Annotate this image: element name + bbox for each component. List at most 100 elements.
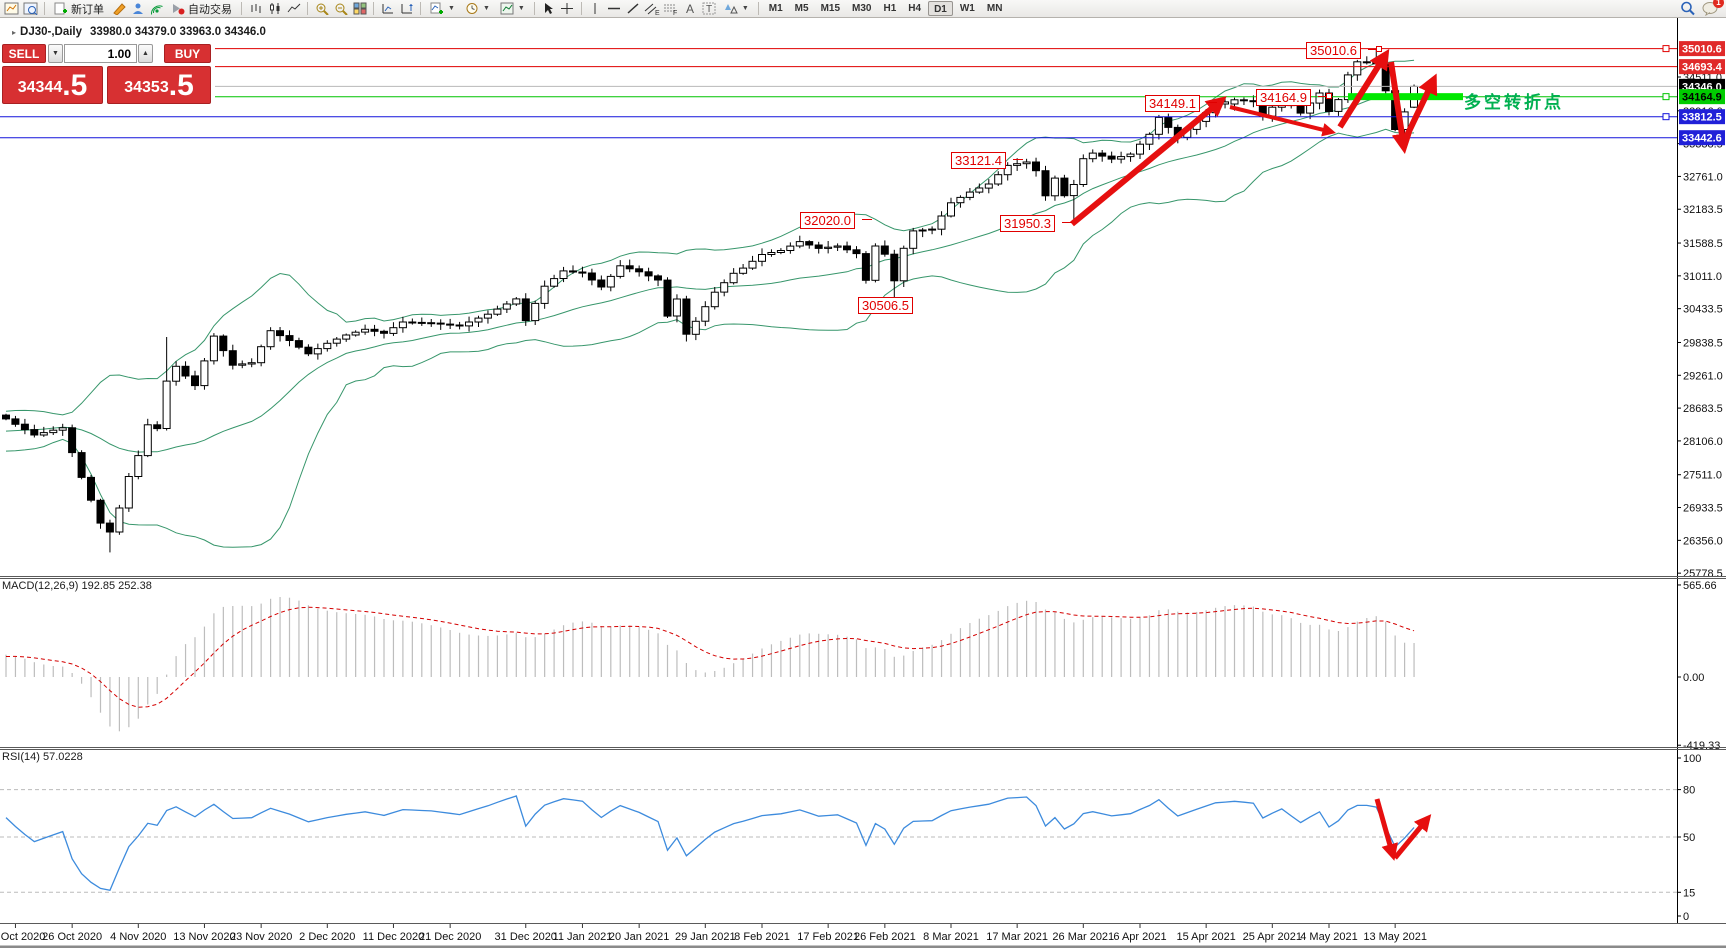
svg-text:32761.0: 32761.0 xyxy=(1683,171,1723,183)
align-charts-icon[interactable] xyxy=(398,1,415,17)
price-badge xyxy=(1679,59,1725,75)
volume-input[interactable] xyxy=(64,44,137,63)
cursor-icon[interactable] xyxy=(540,1,557,17)
price-annotation-label[interactable]: 31950.3 xyxy=(1000,215,1055,232)
svg-text:15: 15 xyxy=(1683,887,1695,899)
horizontal-line-icon[interactable] xyxy=(606,1,623,17)
trend-arrows-layer xyxy=(1070,48,1438,861)
volume-increase-button[interactable]: ▲ xyxy=(138,44,153,63)
date-label: 8 Feb 2021 xyxy=(734,931,790,943)
community-icon[interactable] xyxy=(129,1,146,17)
expand-arrow-icon: ▸ xyxy=(12,28,17,37)
rsi-layer xyxy=(0,789,1677,893)
svg-text:28683.5: 28683.5 xyxy=(1683,403,1723,415)
templates-button[interactable]: ▼ xyxy=(496,1,529,17)
signal-icon[interactable] xyxy=(148,1,165,17)
svg-text:T: T xyxy=(706,4,712,15)
search-icon[interactable] xyxy=(1679,1,1696,17)
vertical-line-icon[interactable] xyxy=(587,1,604,17)
crayon-icon[interactable] xyxy=(110,1,127,17)
timeframe-button-D1[interactable]: D1 xyxy=(928,1,953,16)
toolbar-separator xyxy=(44,2,45,15)
svg-text:29261.0: 29261.0 xyxy=(1683,370,1723,382)
periods-clock-button[interactable]: ▼ xyxy=(461,1,494,17)
svg-text:31588.5: 31588.5 xyxy=(1683,238,1723,250)
timeframe-button-M5[interactable]: M5 xyxy=(794,3,809,14)
fibonacci-icon[interactable]: F xyxy=(663,1,680,17)
timeframe-button-W1[interactable]: W1 xyxy=(959,3,975,14)
price-annotation-label[interactable]: 35010.6 xyxy=(1306,42,1361,59)
crosshair-icon[interactable] xyxy=(559,1,576,17)
date-label: 26 Feb 2021 xyxy=(854,931,916,943)
dropdown-caret-icon: ▼ xyxy=(517,5,525,12)
price-annotation-label[interactable]: 32020.0 xyxy=(800,212,855,229)
shapes-button[interactable]: ▼ xyxy=(720,1,753,17)
dropdown-caret-icon: ▼ xyxy=(448,5,455,12)
chart-profile-icon[interactable] xyxy=(22,1,39,17)
date-label: 2 Dec 2020 xyxy=(299,931,355,943)
bar-chart-icon[interactable] xyxy=(247,1,264,17)
label-icon[interactable]: T xyxy=(701,1,718,17)
macd-label: MACD(12,26,9) 192.85 252.38 xyxy=(2,580,152,592)
auto-trading-button[interactable]: 自动交易 xyxy=(167,1,236,17)
price-annotation-label[interactable]: 34149.1 xyxy=(1145,95,1200,112)
channel-icon[interactable]: E xyxy=(644,1,661,17)
buy-price-dot: . xyxy=(168,69,178,102)
svg-text:27511.0: 27511.0 xyxy=(1683,470,1722,482)
notifications-icon[interactable]: 1 xyxy=(1702,0,1724,17)
new-order-button[interactable]: 新订单 xyxy=(50,1,108,17)
svg-text:26356.0: 26356.0 xyxy=(1683,535,1723,547)
price-annotation-label[interactable]: 34164.9 xyxy=(1256,89,1311,106)
svg-text:25778.5: 25778.5 xyxy=(1683,568,1723,580)
volume-decrease-button[interactable]: ▼ xyxy=(48,44,63,63)
price-annotation-label[interactable]: 30506.5 xyxy=(858,297,913,314)
date-label: 17 Feb 2021 xyxy=(797,931,859,943)
date-label: 29 Jan 2021 xyxy=(675,931,736,943)
timeframe-button-H4[interactable]: H4 xyxy=(908,3,922,14)
tile-windows-icon[interactable] xyxy=(351,1,368,17)
price-annotation-label[interactable]: 33121.4 xyxy=(951,152,1006,169)
svg-text:31011.0: 31011.0 xyxy=(1683,271,1722,283)
timeframe-button-MN[interactable]: MN xyxy=(986,3,1003,14)
annotation-connector xyxy=(862,219,872,220)
templates-icon xyxy=(500,2,514,15)
sell-price[interactable]: 34344. 5 xyxy=(2,66,103,104)
buy-price[interactable]: 34353. 5 xyxy=(107,66,211,104)
svg-text:33812.5: 33812.5 xyxy=(1682,112,1722,124)
timeframe-button-M1[interactable]: M1 xyxy=(768,3,783,14)
date-label: 11 Dec 2020 xyxy=(363,931,425,943)
toolbar-separator xyxy=(307,2,308,15)
date-label: 26 Oct 2020 xyxy=(42,931,102,943)
zoom-out-icon[interactable] xyxy=(332,1,349,17)
timeframe-button-H1[interactable]: H1 xyxy=(883,3,897,14)
chart-ohlc-values: 33980.0 34379.0 33963.0 34346.0 xyxy=(90,26,266,38)
text-icon[interactable]: A xyxy=(682,1,699,17)
chart-symbol-period: DJ30-,Daily xyxy=(20,26,83,38)
trendline-icon[interactable] xyxy=(625,1,642,17)
svg-text:80: 80 xyxy=(1683,785,1695,797)
chart-window-icon[interactable] xyxy=(3,1,20,17)
separators-layer xyxy=(0,576,1726,948)
annotation-anchor-marker xyxy=(1326,93,1332,99)
svg-text:33442.6: 33442.6 xyxy=(1682,133,1722,145)
zoom-in-icon[interactable] xyxy=(313,1,330,17)
rsi-label: RSI(14) 57.0228 xyxy=(2,751,83,763)
toolbar-separator xyxy=(580,2,582,15)
auto-arrange-icon[interactable] xyxy=(379,1,396,17)
sell-price-dot: . xyxy=(62,69,71,102)
timeframe-button-M30[interactable]: M30 xyxy=(852,3,872,14)
sell-price-main: 34344 xyxy=(17,79,63,96)
sell-button[interactable]: SELL xyxy=(2,44,46,63)
date-label: 26 Mar 2021 xyxy=(1052,931,1114,943)
candlestick-chart-icon[interactable] xyxy=(266,1,283,17)
line-chart-icon[interactable] xyxy=(285,1,302,17)
buy-button[interactable]: BUY xyxy=(164,44,211,63)
svg-text:32183.5: 32183.5 xyxy=(1683,204,1723,216)
price-badge xyxy=(1679,41,1725,57)
timeframe-button-M15[interactable]: M15 xyxy=(820,3,841,14)
macd-layer xyxy=(5,597,1415,732)
indicators-add-button[interactable]: ▼ xyxy=(426,1,459,17)
date-label: 4 Nov 2020 xyxy=(110,931,166,943)
